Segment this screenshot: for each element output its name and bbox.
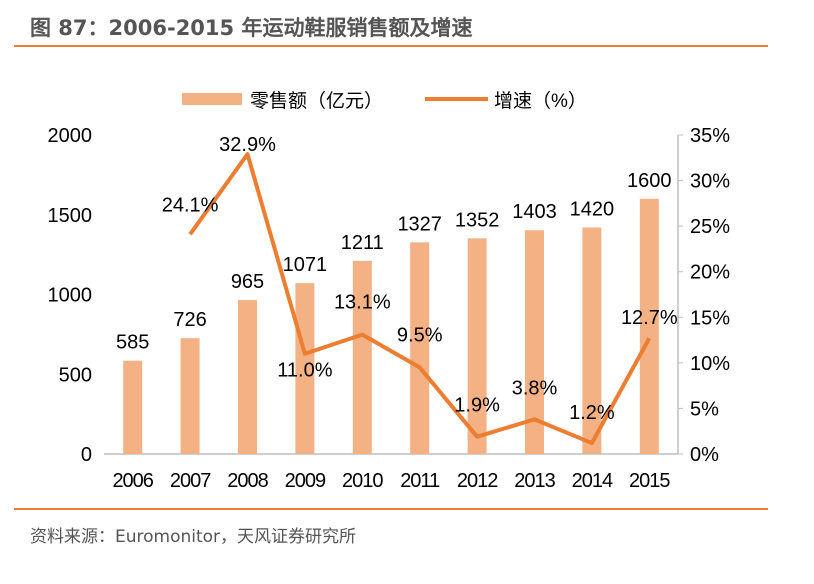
x-tick-label: 2009 (285, 470, 326, 492)
bar (467, 238, 487, 454)
right-tick-label: 35% (690, 125, 730, 147)
right-tick-label: 10% (690, 353, 730, 375)
right-tick-label: 30% (690, 171, 730, 193)
bar-data-label: 1420 (570, 199, 615, 221)
line-data-label: 9.5% (397, 324, 443, 346)
right-tick-label: 0% (690, 444, 719, 466)
x-tick-label: 2011 (400, 470, 440, 492)
line-data-label: 3.8% (512, 377, 558, 399)
bar (525, 230, 544, 454)
left-tick-label: 1500 (48, 205, 93, 227)
x-tick-label: 2013 (514, 470, 555, 492)
bar (352, 260, 372, 454)
line-data-label: 32.9% (219, 134, 276, 156)
bar (582, 227, 602, 454)
x-tick-label: 2015 (629, 470, 670, 492)
x-tick-label: 2006 (112, 470, 153, 492)
line-data-label: 1.9% (454, 395, 500, 417)
legend-line-label: 增速（%） (494, 90, 587, 112)
left-tick-label: 0 (81, 444, 92, 466)
x-tick-label: 2008 (227, 470, 268, 492)
bar (123, 360, 143, 454)
line-data-label: 24.1% (162, 194, 219, 216)
bar-data-label: 726 (173, 309, 206, 331)
right-tick-label: 15% (690, 307, 730, 329)
bottom-rule (14, 508, 768, 510)
bar-data-label: 1327 (397, 213, 442, 235)
legend-bar-label: 零售额（亿元） (250, 90, 383, 112)
bar-data-label: 1352 (455, 209, 500, 231)
bar (639, 198, 659, 454)
left-tick-label: 1000 (48, 285, 93, 307)
line-data-label: 11.0% (277, 360, 332, 382)
top-rule (14, 45, 768, 47)
right-tick-label: 20% (690, 262, 730, 284)
x-tick-label: 2007 (170, 470, 211, 492)
x-tick-label: 2012 (457, 470, 498, 492)
bar-data-label: 1600 (627, 170, 672, 192)
bar-data-label: 585 (116, 332, 149, 354)
x-tick-label: 2010 (342, 470, 383, 492)
legend-bar-swatch (182, 93, 242, 105)
bar-data-label: 1071 (283, 254, 328, 276)
bar-data-label: 1403 (512, 201, 557, 223)
source-note: 资料来源：Euromonitor，天风证券研究所 (30, 527, 357, 547)
x-tick-label: 2014 (572, 470, 613, 492)
figure-title: 图 87：2006-2015 年运动鞋服销售额及增速 (30, 16, 473, 40)
right-tick-label: 25% (690, 216, 730, 238)
bar-data-label: 965 (231, 271, 264, 293)
bar (238, 300, 257, 454)
line-data-label: 12.7% (621, 307, 678, 329)
line-data-label: 13.1% (334, 292, 391, 314)
bar (180, 338, 200, 454)
left-tick-label: 500 (59, 364, 92, 386)
bar (410, 242, 430, 454)
line-data-label: 1.2% (569, 402, 615, 424)
left-tick-label: 2000 (48, 125, 93, 147)
growth-line (188, 152, 652, 446)
bar (295, 283, 315, 454)
right-tick-label: 5% (690, 398, 719, 420)
bar-data-label: 1211 (341, 232, 384, 254)
